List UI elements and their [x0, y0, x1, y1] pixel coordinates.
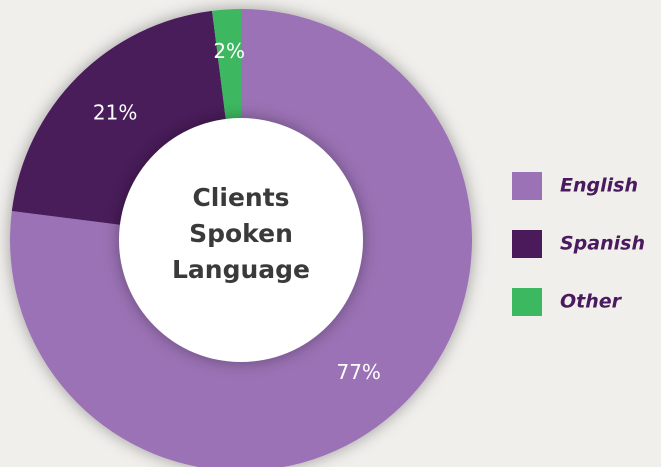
- donut-hole: [119, 118, 363, 362]
- legend-label: English: [560, 175, 638, 197]
- legend-label: Other: [560, 291, 623, 313]
- value-label: 77%: [336, 360, 380, 384]
- value-label: 21%: [93, 101, 137, 125]
- legend-swatch: [512, 230, 542, 258]
- value-labels: 77% 21% 2%: [93, 39, 381, 384]
- legend-swatch: [512, 172, 542, 200]
- legend-label: Spanish: [560, 233, 645, 255]
- legend: English Spanish Other: [512, 172, 645, 316]
- chart-title: Clients Spoken Language: [171, 183, 310, 284]
- value-label: 2%: [213, 39, 245, 63]
- legend-swatch: [512, 288, 542, 316]
